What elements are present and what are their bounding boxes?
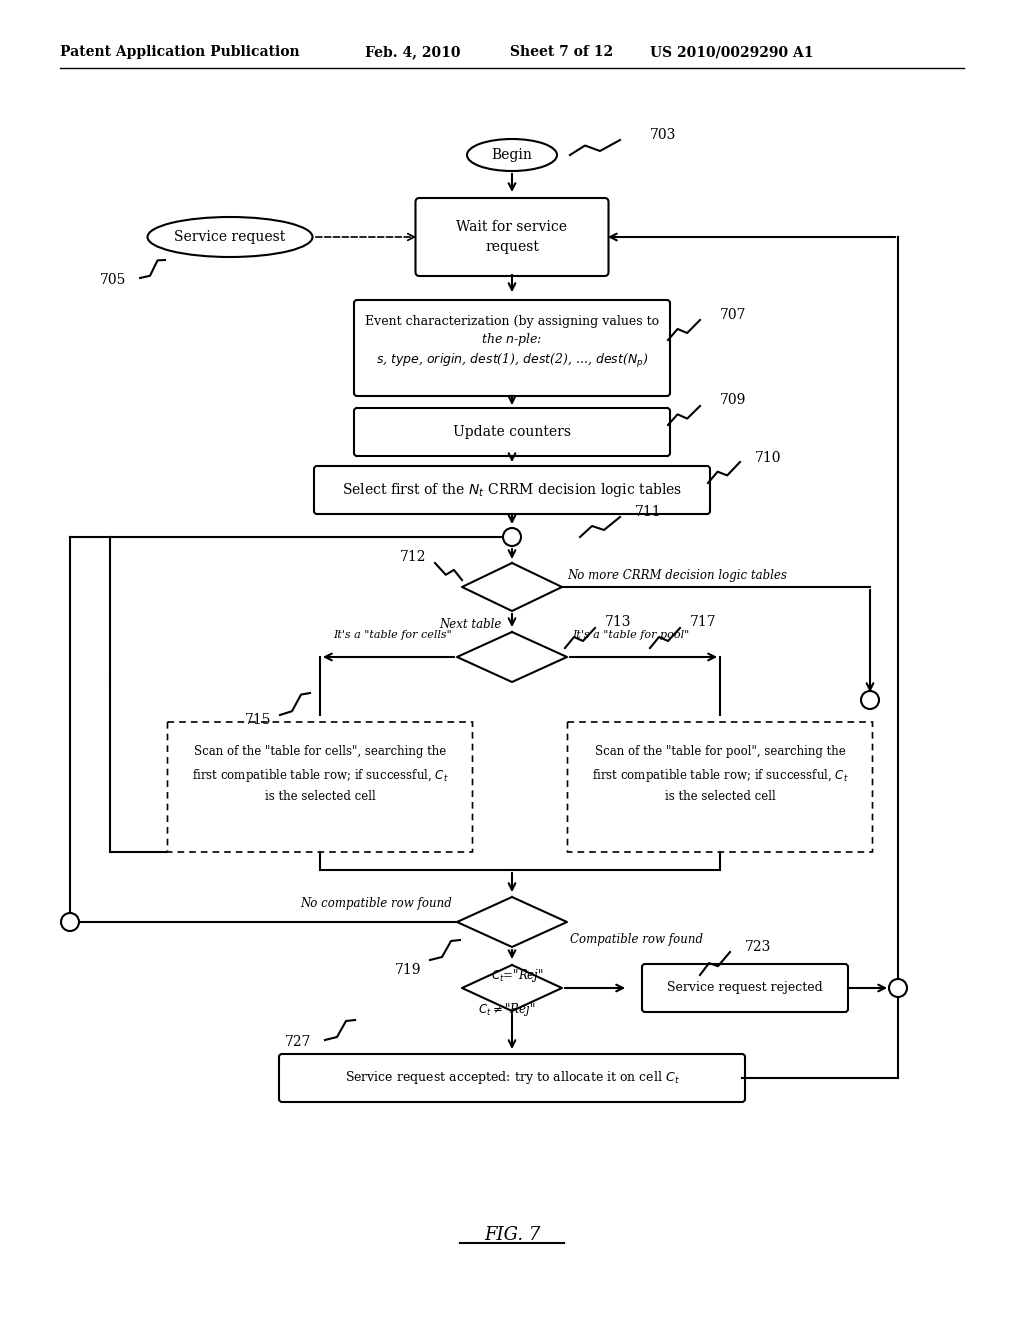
Circle shape [61,913,79,931]
Text: is the selected cell: is the selected cell [264,791,376,804]
Text: 715: 715 [245,713,271,727]
Text: It's a "table for cells": It's a "table for cells" [333,630,452,640]
Ellipse shape [467,139,557,172]
Text: Sheet 7 of 12: Sheet 7 of 12 [510,45,613,59]
Circle shape [503,528,521,546]
Text: $C_t\neq$"Rej": $C_t\neq$"Rej" [478,1002,536,1019]
Text: first compatible table row; if successful, $C_t$: first compatible table row; if successfu… [191,767,449,784]
Polygon shape [462,965,562,1011]
Text: Service request rejected: Service request rejected [667,982,823,994]
FancyBboxPatch shape [416,198,608,276]
Text: $C_t$="Rej": $C_t$="Rej" [490,968,544,985]
Ellipse shape [147,216,312,257]
Text: 707: 707 [720,308,746,322]
Text: Service request accepted: try to allocate it on cell $C_t$: Service request accepted: try to allocat… [345,1069,679,1086]
FancyBboxPatch shape [279,1053,745,1102]
Text: 713: 713 [605,615,632,630]
FancyBboxPatch shape [567,722,872,851]
FancyBboxPatch shape [354,300,670,396]
FancyBboxPatch shape [314,466,710,513]
Text: 727: 727 [285,1035,311,1049]
Text: No more CRRM decision logic tables: No more CRRM decision logic tables [567,569,786,582]
Text: 712: 712 [400,550,427,564]
Text: 719: 719 [395,964,422,977]
Text: No compatible row found: No compatible row found [300,898,452,911]
Text: Compatible row found: Compatible row found [570,933,703,946]
Text: Update counters: Update counters [453,425,571,440]
Text: Patent Application Publication: Patent Application Publication [60,45,300,59]
Text: US 2010/0029290 A1: US 2010/0029290 A1 [650,45,813,59]
Text: 705: 705 [100,273,126,286]
FancyBboxPatch shape [642,964,848,1012]
Text: Feb. 4, 2010: Feb. 4, 2010 [365,45,461,59]
Text: Begin: Begin [492,148,532,162]
Text: is the selected cell: is the selected cell [665,791,775,804]
Text: 723: 723 [745,940,771,954]
Text: 709: 709 [720,393,746,407]
Text: It's a "table for pool": It's a "table for pool" [572,630,689,640]
Text: Wait for service: Wait for service [457,220,567,234]
Text: 703: 703 [650,128,677,143]
Polygon shape [457,898,567,946]
Text: FIG. 7: FIG. 7 [483,1226,541,1243]
Polygon shape [462,564,562,611]
Text: request: request [485,240,539,253]
Text: Scan of the "table for cells", searching the: Scan of the "table for cells", searching… [194,746,446,759]
Text: Event characterization (by assigning values to: Event characterization (by assigning val… [365,314,659,327]
Text: Next table: Next table [439,619,502,631]
Circle shape [861,690,879,709]
Circle shape [889,979,907,997]
Text: 717: 717 [690,615,717,630]
Text: Scan of the "table for pool", searching the: Scan of the "table for pool", searching … [595,746,846,759]
Text: the $n$-ple:: the $n$-ple: [481,331,543,348]
Text: Service request: Service request [174,230,286,244]
Text: first compatible table row; if successful, $C_t$: first compatible table row; if successfu… [592,767,848,784]
Text: 710: 710 [755,451,781,465]
Polygon shape [457,632,567,682]
Text: 711: 711 [635,506,662,519]
Text: Select first of the $N_t$ CRRM decision logic tables: Select first of the $N_t$ CRRM decision … [342,480,682,499]
Text: $s$, $type$, $origin$, $dest$(1), $dest$(2), ..., $dest$($N_p$): $s$, $type$, $origin$, $dest$(1), $dest$… [376,352,648,370]
FancyBboxPatch shape [354,408,670,455]
FancyBboxPatch shape [168,722,472,851]
